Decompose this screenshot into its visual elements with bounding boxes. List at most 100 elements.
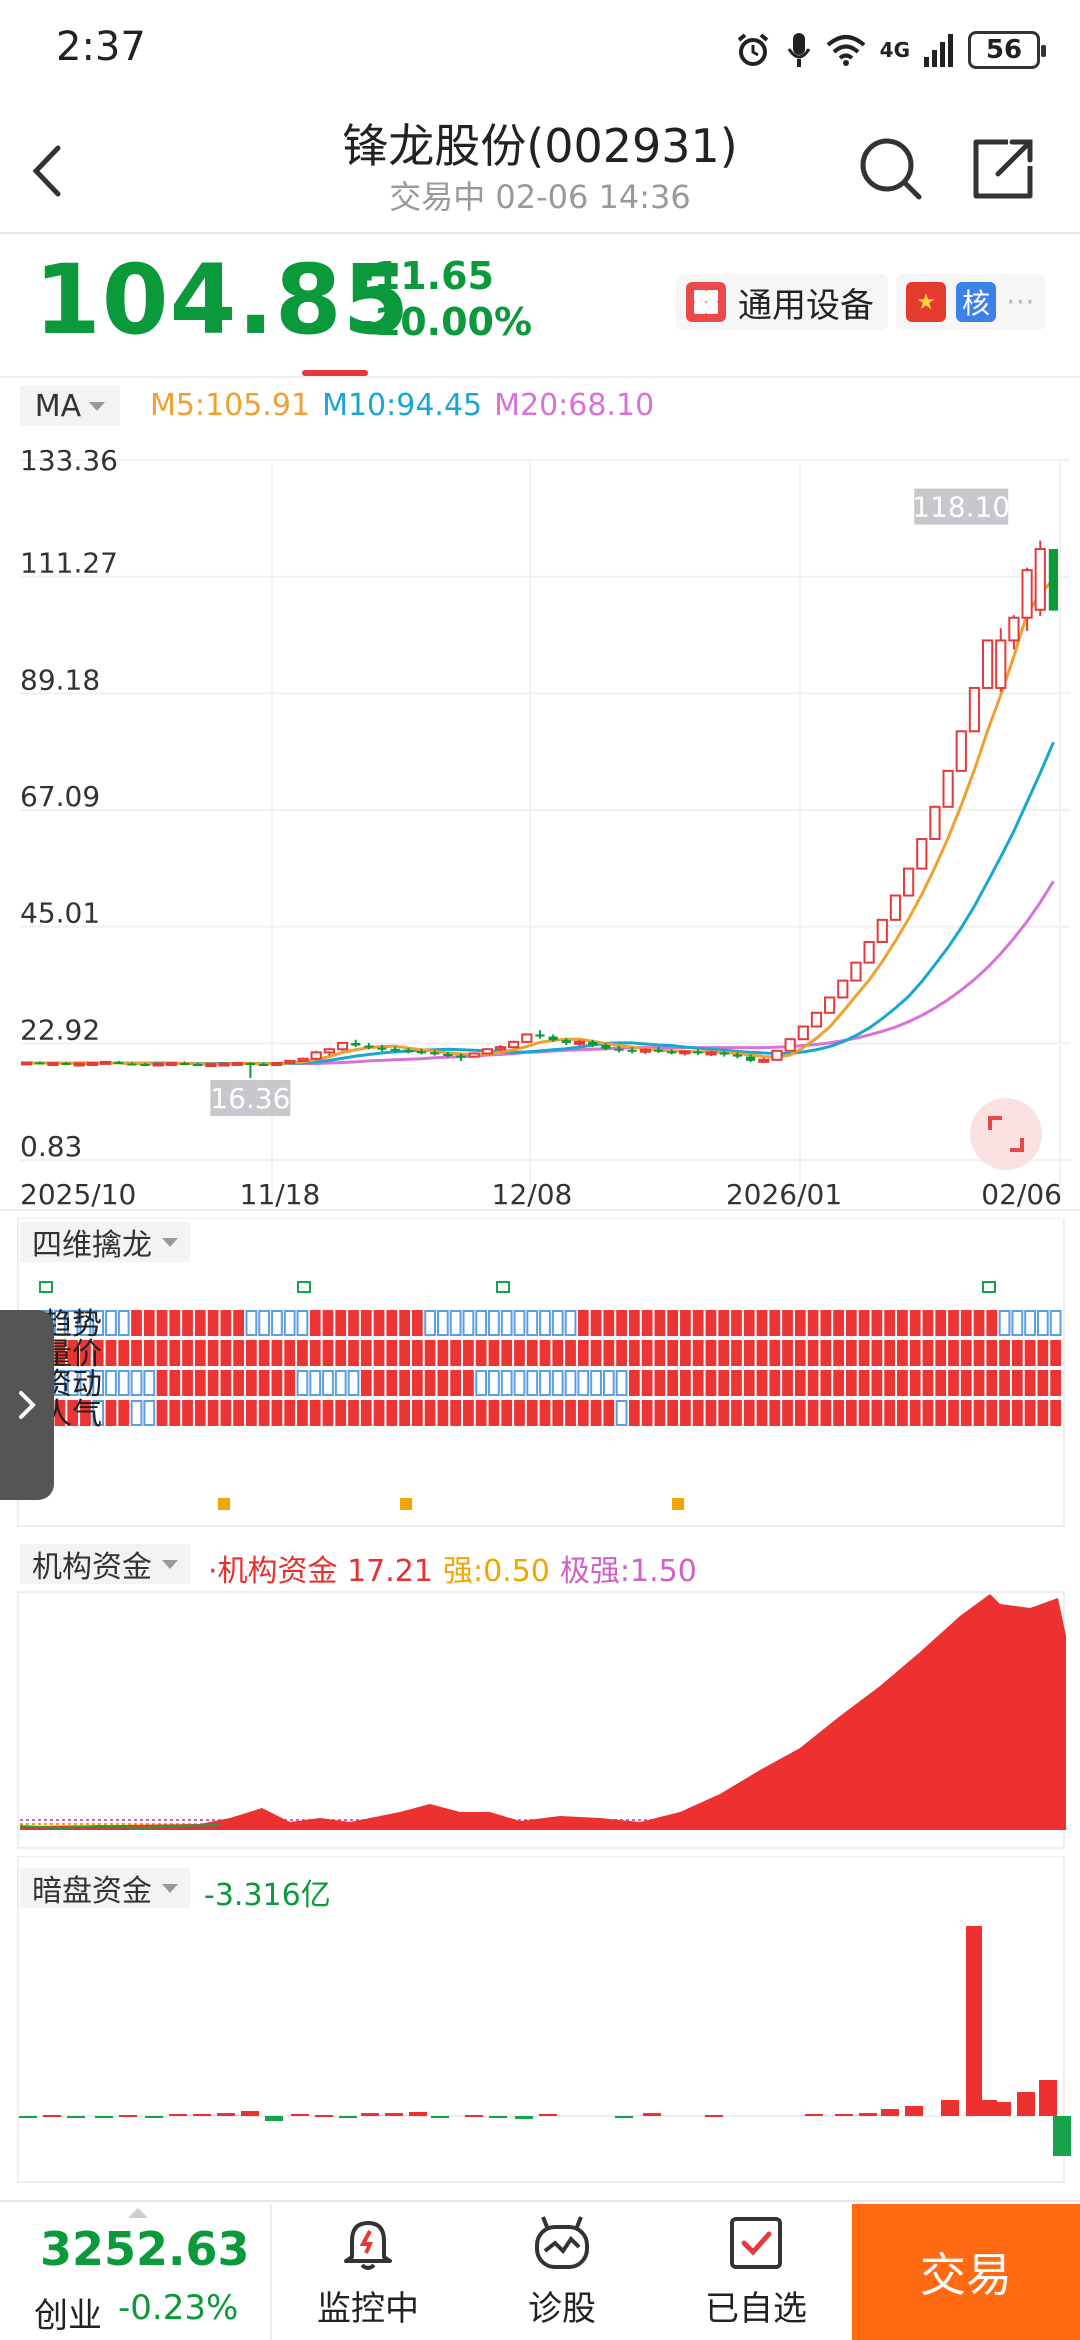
indicator-selector[interactable]: MA [20, 386, 120, 426]
diagnose-label: 诊股 [528, 2289, 596, 2329]
institution-fund-selector[interactable]: 机构资金 [20, 1544, 190, 1585]
candle-body [114, 1061, 124, 1064]
signal-cell [373, 1400, 385, 1426]
signal-cell [143, 1310, 155, 1336]
signal-cell [1024, 1400, 1036, 1426]
signal-cell [935, 1400, 947, 1426]
side-panel-handle[interactable] [0, 1310, 54, 1500]
candle-body [521, 1033, 533, 1043]
signal-cell [411, 1400, 423, 1426]
signal-cell [296, 1370, 309, 1396]
signal-cell [692, 1340, 704, 1366]
monitor-button[interactable]: 监控中 [278, 2204, 458, 2340]
back-button[interactable] [20, 136, 80, 206]
signal-cell [973, 1310, 985, 1336]
ma10-value: M10:94.45 [322, 388, 483, 423]
share-button[interactable] [968, 134, 1038, 204]
fullscreen-icon-bg [970, 1098, 1042, 1170]
index-change[interactable]: -0.23% [118, 2288, 239, 2328]
signal-cell [105, 1370, 117, 1396]
signal-cell [182, 1340, 193, 1366]
high-price-label: 118.10 [912, 491, 1010, 524]
candle-body [719, 1052, 729, 1055]
candle-body [732, 1054, 743, 1057]
institution-fund-title: 机构资金 [32, 1550, 152, 1585]
signal-cell [551, 1310, 564, 1336]
signal-cell [948, 1370, 959, 1396]
dark-pool-bar [979, 2100, 997, 2116]
expand-arrow-icon[interactable] [128, 2208, 148, 2218]
dark-pool-bar [489, 2116, 507, 2118]
signal-cell [1024, 1340, 1036, 1366]
signal-cell [871, 1370, 883, 1396]
page-title: 锋龙股份(002931) [342, 119, 738, 173]
signal-cell [948, 1310, 959, 1336]
signal-cell [284, 1400, 296, 1426]
signal-cell [986, 1400, 998, 1426]
four-dim-selector[interactable]: 四维擒龙 [20, 1222, 190, 1263]
share-icon [973, 139, 1033, 199]
signal-cell [143, 1400, 156, 1426]
candle-body [968, 686, 981, 733]
signal-cell [884, 1370, 896, 1396]
concept-tags[interactable]: ★ 核 ··· [896, 274, 1045, 330]
signal-cell [475, 1310, 488, 1336]
candle-body [258, 1064, 269, 1067]
signal-cell [935, 1340, 947, 1366]
sector-tag[interactable]: 通用设备 [676, 274, 888, 330]
signal-cell [284, 1370, 296, 1396]
signal-cell [641, 1370, 653, 1396]
checked-box-icon [730, 2217, 782, 2269]
buy-marker [297, 1281, 311, 1293]
x-tick-label: 2026/01 [726, 1178, 842, 1211]
candle-body [837, 979, 849, 999]
signal-cell [615, 1400, 628, 1426]
signal-cell [156, 1310, 168, 1336]
signal-cell [207, 1310, 219, 1336]
signal-cell [348, 1310, 359, 1336]
signal-cell [207, 1340, 219, 1366]
candle-body [430, 1052, 440, 1055]
kline-chart[interactable]: 133.36 111.27 89.18 67.09 45.01 22.92 0.83 2025… [0, 430, 1080, 1216]
signal-cell [603, 1310, 615, 1336]
dark-pool-bar [361, 2113, 379, 2116]
low-price-label: 16.36 [210, 1082, 290, 1115]
candle-body [588, 1041, 598, 1046]
signal-cell [1037, 1340, 1049, 1366]
signal-cell [450, 1340, 462, 1366]
dark-pool-bar [67, 2116, 85, 2118]
signal-cell [143, 1340, 155, 1366]
candle-body [284, 1059, 296, 1064]
institution-fund-chart [17, 1591, 1066, 1849]
trade-button[interactable]: 交易 [852, 2204, 1080, 2340]
diagnose-button[interactable]: 诊股 [472, 2204, 652, 2340]
signal-cell [922, 1400, 934, 1426]
index-name[interactable]: 创业 [34, 2296, 102, 2336]
dark-pool-selector[interactable]: 暗盘资金 [20, 1868, 190, 1909]
signal-cell [246, 1400, 257, 1426]
candle-body [614, 1048, 624, 1051]
signal-cell [845, 1310, 857, 1336]
index-value[interactable]: 3252.63 [40, 2222, 250, 2276]
signal-cell [833, 1340, 844, 1366]
signal-cell [616, 1310, 627, 1336]
signal-cell [756, 1400, 768, 1426]
signal-cell [820, 1400, 832, 1426]
signal-cell [297, 1340, 308, 1366]
candle-body [508, 1040, 520, 1049]
signal-cell [182, 1370, 193, 1396]
signal-cell [718, 1310, 730, 1336]
watchlist-button[interactable]: 已自选 [666, 2204, 846, 2340]
candle-body [863, 941, 875, 964]
signal-cell [654, 1310, 666, 1336]
fullscreen-icon[interactable] [970, 1098, 1042, 1170]
caret-down-icon [162, 1559, 178, 1569]
signal-cell [922, 1340, 934, 1366]
signal-cell [513, 1310, 526, 1336]
signal-cell [680, 1340, 691, 1366]
search-button[interactable] [856, 134, 926, 204]
candle-body [20, 1061, 33, 1066]
signal-cell [118, 1340, 130, 1366]
signal-cell [807, 1310, 819, 1336]
